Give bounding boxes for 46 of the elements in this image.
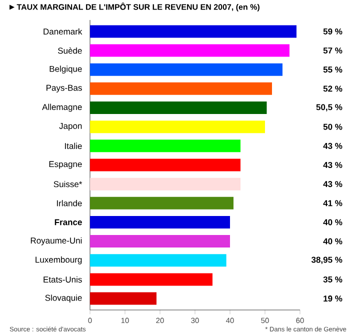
bar (90, 44, 290, 57)
bar (90, 196, 234, 210)
bar (90, 102, 267, 114)
y-tick-label: Italie (65, 142, 82, 150)
data-label: 40 % (323, 238, 342, 244)
bar (90, 216, 230, 228)
y-tick-label: Irlande (56, 200, 82, 206)
data-label: 19 % (324, 296, 342, 302)
y-tick-label: Allemagne (42, 104, 82, 112)
y-tick-label: Pays-Bas (46, 84, 82, 92)
data-label: 50 % (323, 124, 342, 130)
data-label: 52 % (323, 86, 342, 92)
data-label: 38,95 % (311, 256, 342, 264)
bar (90, 120, 265, 134)
y-tick-label: Espagne (49, 161, 82, 169)
data-label: 43 % (323, 162, 342, 168)
data-label: 59 % (323, 28, 342, 34)
y-tick-label: Suède (58, 47, 82, 54)
y-tick-label: Suisse* (54, 180, 82, 188)
bar (90, 63, 282, 76)
bar (90, 158, 240, 172)
data-label: 40 % (323, 219, 342, 226)
bar (90, 292, 156, 305)
y-tick-label: Luxembourg (36, 256, 82, 264)
bar (90, 273, 212, 286)
bar (90, 25, 296, 38)
bar (90, 82, 272, 95)
y-tick-label: Slovaquie (45, 294, 82, 302)
y-tick-label: France (54, 219, 82, 226)
y-tick-label: Etats-Unis (44, 276, 82, 283)
bar (90, 235, 230, 248)
data-label: 57 % (323, 48, 342, 54)
y-tick-label: Danemark (44, 28, 82, 35)
data-label: 50,5 % (316, 104, 342, 112)
bar (90, 254, 226, 267)
data-label: 55 % (323, 66, 342, 73)
bar (90, 178, 240, 190)
y-tick-label: Royaume-Uni (30, 237, 82, 246)
chart-title: TAUX MARGINAL DE L'IMPÔT SUR LE REVENU EN 2007, (en %) (16, 2, 260, 12)
y-tick-label: Japon (59, 123, 82, 131)
data-label: 41 % (323, 200, 342, 206)
y-tick-label: Belgique (50, 66, 82, 74)
bar (90, 140, 240, 152)
data-label: 43 % (323, 181, 342, 188)
data-label: 43 % (323, 142, 342, 149)
data-label: 35 % (323, 276, 342, 282)
